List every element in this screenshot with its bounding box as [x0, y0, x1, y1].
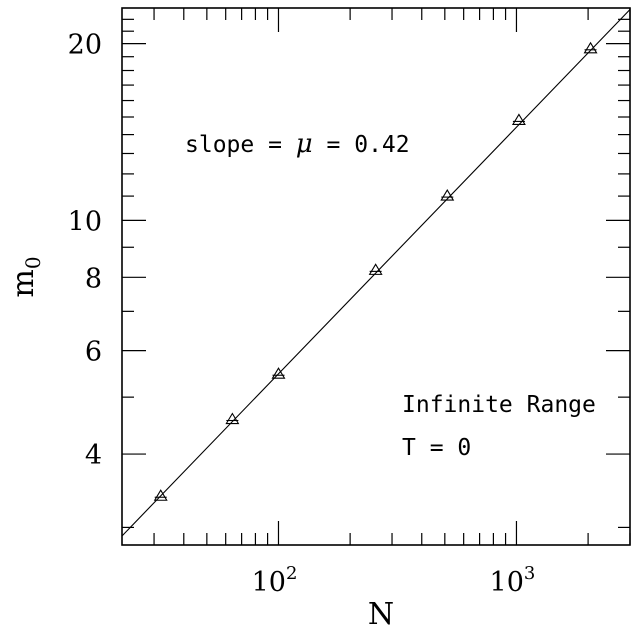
x-tick-label: 102	[252, 563, 298, 598]
mu-symbol: μ	[296, 129, 313, 159]
axis-ticks	[122, 8, 631, 545]
data-point	[583, 41, 598, 54]
y-axis-label-subscript: 0	[21, 256, 45, 269]
y-axis-label: m0	[6, 256, 45, 297]
fit-line-group	[121, 9, 631, 537]
triangle-marker	[511, 113, 526, 125]
fit-line	[121, 9, 631, 537]
y-tick-label: 20	[68, 30, 102, 61]
triangle-marker	[271, 367, 286, 379]
triangle-marker	[440, 189, 455, 201]
triangle-marker	[368, 263, 383, 275]
y-tick-label: 4	[85, 440, 102, 471]
plot-frame	[121, 7, 631, 546]
triangle-marker	[153, 489, 168, 501]
infinite-range-label: Infinite Range	[402, 392, 596, 418]
data-point	[440, 189, 455, 201]
y-tick-label: 10	[68, 206, 102, 237]
data-point	[271, 367, 286, 379]
slope-annotation: slope = μ = 0.42	[185, 129, 410, 159]
data-point	[153, 489, 168, 501]
data-points	[153, 41, 598, 501]
data-point	[368, 263, 383, 275]
data-point	[225, 412, 240, 425]
x-tick-label: 103	[490, 563, 536, 598]
x-axis-label: N	[368, 597, 394, 632]
tick-labels: 4 6 8 10 20 102 103	[68, 30, 536, 598]
y-tick-label: 8	[85, 263, 102, 294]
triangle-marker	[583, 41, 598, 54]
data-point	[511, 113, 526, 125]
temperature-label: T = 0	[402, 435, 471, 461]
triangle-marker	[225, 412, 240, 425]
y-tick-label: 6	[85, 337, 102, 368]
y-axis-label-main: m	[6, 269, 41, 297]
